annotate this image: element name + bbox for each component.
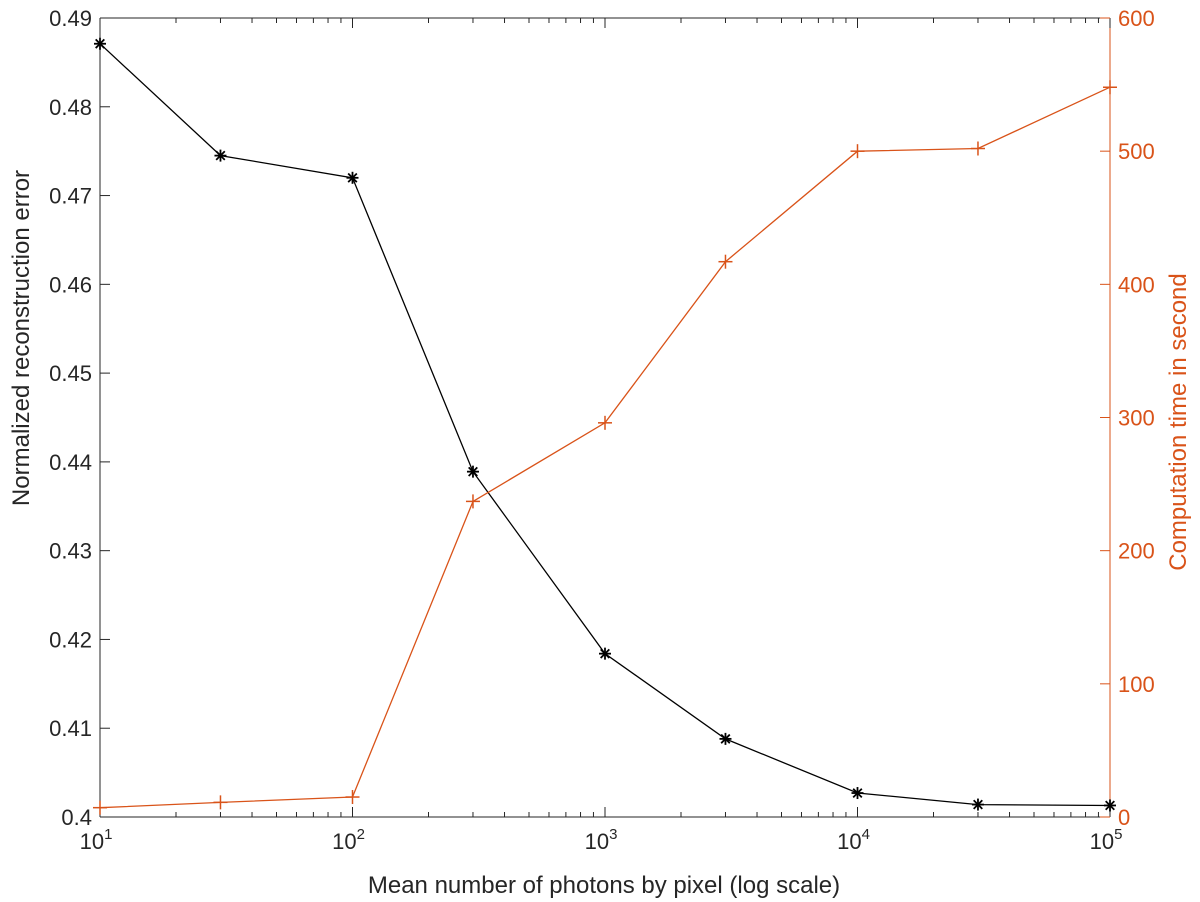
series-2-line — [99, 86, 1111, 809]
series-2-point — [93, 800, 107, 815]
series-2-point — [1103, 80, 1117, 95]
y2-tick-label: 0 — [1118, 805, 1130, 830]
series-1-point — [214, 149, 227, 162]
y-tick-label: 0.47 — [49, 184, 92, 209]
series-1-point — [466, 465, 479, 478]
y2-tick-label: 300 — [1118, 406, 1155, 431]
series-2-point — [850, 144, 865, 159]
y-axis-right-title: Computation time in second — [1165, 273, 1192, 571]
y-tick-label: 0.42 — [49, 627, 92, 652]
x-axis-title: Mean number of photons by pixel (log sca… — [368, 872, 840, 899]
x-tick-label: 103 — [585, 826, 618, 854]
y-tick-label: 0.41 — [49, 716, 92, 741]
series-2-point — [598, 415, 612, 430]
y-axis-left-title: Normalized reconstruction error — [8, 170, 35, 506]
x-tick-label: 101 — [80, 826, 113, 854]
y-tick-label: 0.4 — [61, 805, 92, 830]
series-2-point — [970, 141, 985, 156]
series-1-point — [719, 732, 732, 745]
y-axis-right: 0 100 200 300 400 500 600 — [1100, 6, 1155, 830]
series-1-point — [94, 37, 106, 50]
y2-tick-label: 100 — [1118, 672, 1155, 697]
series-2-point — [718, 254, 733, 269]
y-tick-label: 0.49 — [49, 6, 92, 31]
series-1-point — [346, 171, 359, 184]
x-tick-label: 104 — [837, 826, 870, 854]
series-2-point — [213, 795, 228, 810]
x-axis: 101 102 103 104 105 — [80, 18, 1123, 854]
y2-tick-label: 600 — [1118, 6, 1155, 31]
series-1-point — [1104, 799, 1116, 812]
series-2-point — [465, 494, 480, 509]
x-tick-label: 105 — [1090, 826, 1123, 854]
y2-tick-label: 200 — [1118, 539, 1155, 564]
y2-tick-label: 500 — [1118, 139, 1155, 164]
y-tick-label: 0.46 — [49, 272, 92, 297]
y-tick-label: 0.48 — [49, 95, 92, 120]
series-2-point — [345, 790, 360, 805]
y2-tick-label: 400 — [1118, 272, 1155, 297]
series-1-point — [851, 787, 864, 800]
series-layer — [93, 37, 1117, 815]
x-tick-label: 102 — [332, 826, 365, 854]
series-1-point — [599, 647, 611, 660]
y-tick-label: 0.43 — [49, 539, 92, 564]
series-1-point — [971, 798, 984, 811]
y-axis-left: 0.4 0.41 0.42 0.43 0.44 0.45 0.46 0.47 0.48 0.49 — [49, 6, 110, 830]
y-tick-label: 0.45 — [49, 361, 92, 386]
y-tick-label: 0.44 — [49, 450, 92, 475]
